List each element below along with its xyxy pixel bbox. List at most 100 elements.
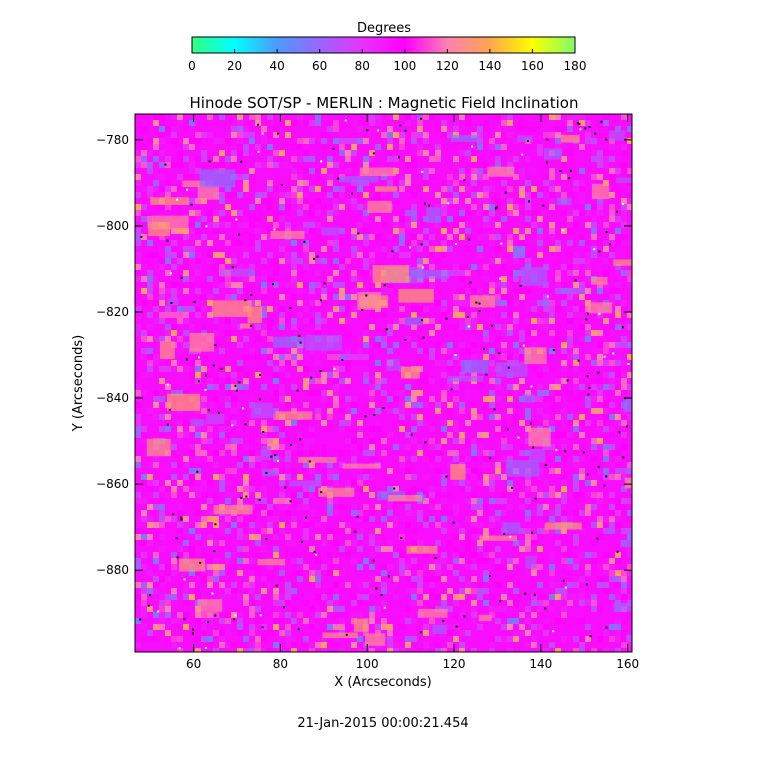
heatmap-cell xyxy=(339,114,345,120)
heatmap-cell xyxy=(627,324,632,330)
heatmap-cell xyxy=(135,582,141,588)
heatmap-cell xyxy=(429,192,435,198)
heatmap-cell xyxy=(213,264,219,270)
heatmap-cell xyxy=(453,594,459,600)
heatmap-cell xyxy=(225,156,231,162)
heatmap-cell xyxy=(243,648,249,652)
heatmap-cell xyxy=(297,504,303,510)
heatmap-cell xyxy=(183,312,189,318)
heatmap-cell xyxy=(609,612,615,618)
heatmap-speckle xyxy=(191,632,194,635)
heatmap-cell xyxy=(375,180,381,186)
heatmap-cell xyxy=(369,576,375,582)
heatmap-cell xyxy=(165,180,171,186)
heatmap-cell xyxy=(525,192,531,198)
heatmap-cell xyxy=(567,420,573,426)
heatmap-cell xyxy=(291,636,297,642)
heatmap-cell xyxy=(339,144,345,150)
heatmap-cell xyxy=(597,564,603,570)
heatmap-cell xyxy=(249,474,255,480)
heatmap-cell xyxy=(147,354,153,360)
heatmap-cell xyxy=(531,378,537,384)
heatmap-cell xyxy=(225,378,231,384)
heatmap-cell xyxy=(537,150,543,156)
heatmap-cell xyxy=(159,174,165,180)
heatmap-cell xyxy=(579,312,585,318)
heatmap-cell xyxy=(447,126,453,132)
heatmap-cell xyxy=(183,486,189,492)
heatmap-cell xyxy=(147,348,153,354)
heatmap-cell xyxy=(405,162,411,168)
heatmap-cell xyxy=(627,144,632,150)
heatmap-cell xyxy=(345,114,351,120)
heatmap-cell xyxy=(303,378,309,384)
heatmap-cell xyxy=(159,534,165,540)
heatmap-cell xyxy=(309,636,315,642)
heatmap-cell xyxy=(531,516,537,522)
heatmap-cell xyxy=(399,624,405,630)
heatmap-speckle xyxy=(490,324,493,327)
heatmap-patch xyxy=(342,463,381,469)
heatmap-cell xyxy=(621,474,627,480)
heatmap-speckle xyxy=(207,409,210,412)
heatmap-cell xyxy=(279,150,285,156)
heatmap-cell xyxy=(243,582,249,588)
heatmap-cell xyxy=(585,564,591,570)
heatmap-cell xyxy=(501,330,507,336)
heatmap-cell xyxy=(237,630,243,636)
heatmap-cell xyxy=(387,588,393,594)
heatmap-patch xyxy=(260,445,272,461)
heatmap-cell xyxy=(531,486,537,492)
heatmap-cell xyxy=(159,486,165,492)
x-tick-label: 140 xyxy=(529,657,552,671)
heatmap-cell xyxy=(555,516,561,522)
heatmap-cell xyxy=(291,492,297,498)
heatmap-speckle xyxy=(383,284,386,287)
heatmap-cell xyxy=(165,558,171,564)
heatmap-cell xyxy=(525,216,531,222)
heatmap-cell xyxy=(423,390,429,396)
heatmap-cell xyxy=(477,252,483,258)
heatmap-cell xyxy=(477,162,483,168)
heatmap-cell xyxy=(483,162,489,168)
heatmap-cell xyxy=(609,510,615,516)
heatmap-cell xyxy=(537,594,543,600)
heatmap-cell xyxy=(321,642,327,648)
heatmap-cell xyxy=(429,168,435,174)
heatmap-cell xyxy=(429,282,435,288)
heatmap-cell xyxy=(177,282,183,288)
heatmap-cell xyxy=(333,510,339,516)
heatmap-cell xyxy=(147,630,153,636)
heatmap-cell xyxy=(273,150,279,156)
heatmap-cell xyxy=(477,474,483,480)
heatmap-cell xyxy=(393,222,399,228)
heatmap-cell xyxy=(303,264,309,270)
heatmap-cell xyxy=(273,378,279,384)
heatmap-cell xyxy=(453,300,459,306)
heatmap-cell xyxy=(495,558,501,564)
heatmap-cell xyxy=(165,360,171,366)
heatmap-cell xyxy=(609,324,615,330)
heatmap-cell xyxy=(465,228,471,234)
heatmap-cell xyxy=(231,240,237,246)
heatmap-cell xyxy=(255,372,261,378)
heatmap-cell xyxy=(153,120,159,126)
heatmap-cell xyxy=(489,648,495,652)
heatmap-cell xyxy=(273,588,279,594)
heatmap-cell xyxy=(201,222,207,228)
heatmap-speckle xyxy=(588,386,591,389)
heatmap-cell xyxy=(381,132,387,138)
heatmap-cell xyxy=(429,588,435,594)
heatmap-cell xyxy=(261,132,267,138)
heatmap-cell xyxy=(165,312,171,318)
heatmap-cell xyxy=(189,228,195,234)
heatmap-cell xyxy=(423,456,429,462)
heatmap-cell xyxy=(141,210,147,216)
heatmap-cell xyxy=(465,588,471,594)
heatmap-cell xyxy=(411,582,417,588)
heatmap-cell xyxy=(219,258,225,264)
heatmap-cell xyxy=(279,438,285,444)
heatmap-cell xyxy=(285,498,291,504)
heatmap-cell xyxy=(387,630,393,636)
heatmap-cell xyxy=(471,288,477,294)
